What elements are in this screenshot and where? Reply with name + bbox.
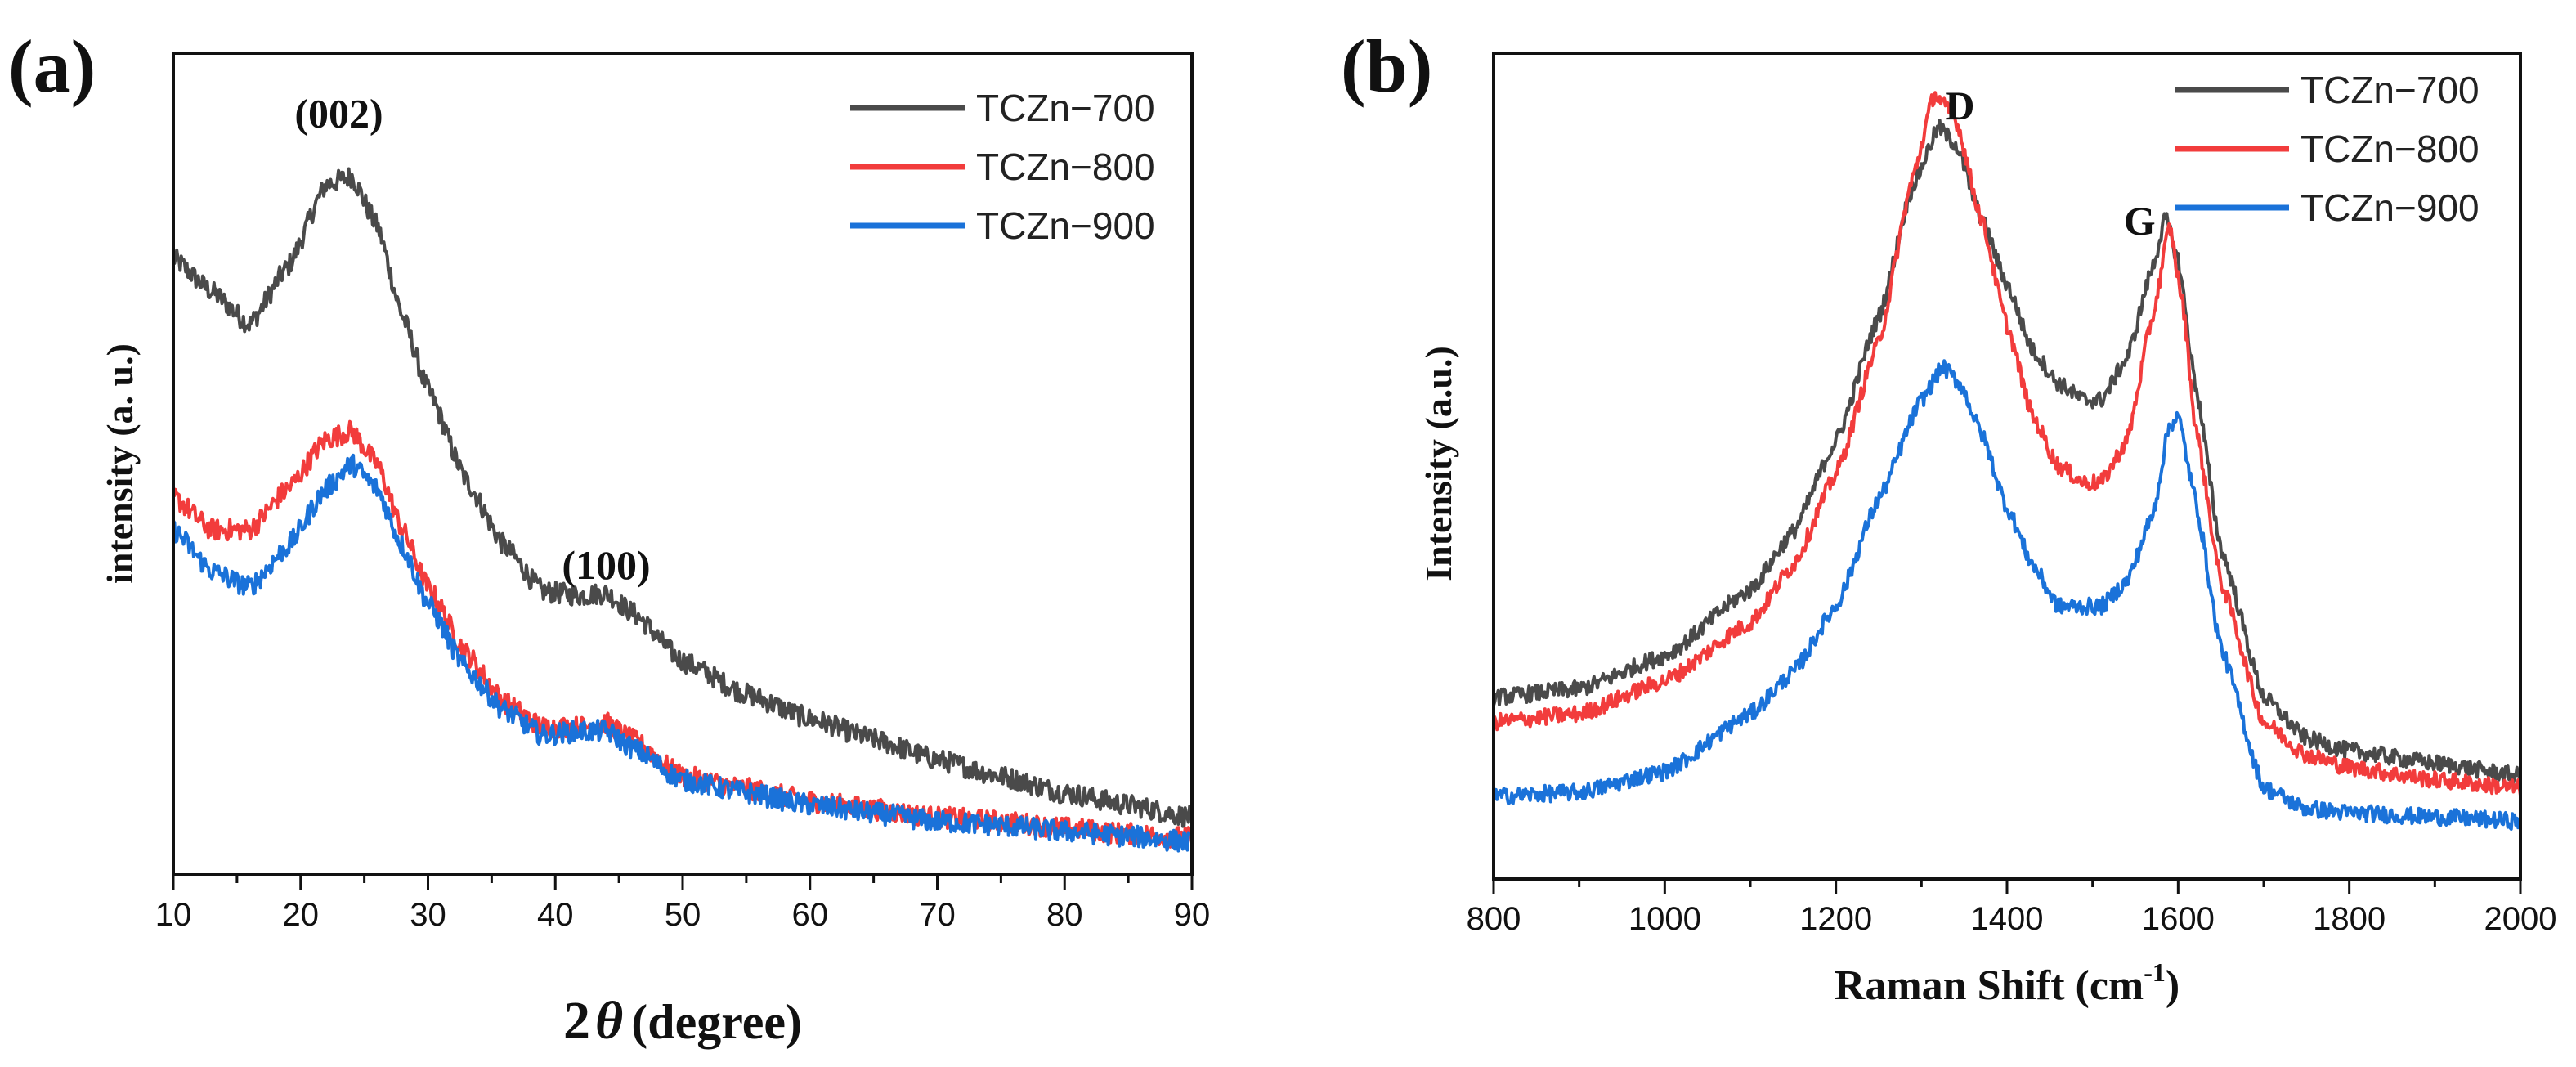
panel-b-x-axis: 800 1000 1200 1400 1600 1800 2000 xyxy=(1467,879,2557,937)
panel-b-x-tick-label: 2000 xyxy=(2484,901,2557,937)
panel-a-xlabel-suffix: (degree) xyxy=(631,995,802,1049)
panel-a-x-tick-label: 10 xyxy=(155,897,192,933)
panel-a-x-tick-label: 20 xyxy=(283,897,320,933)
panel-a-x-tick-label: 40 xyxy=(537,897,574,933)
panel-a-x-axis-title: 2θ (degree) xyxy=(563,991,802,1051)
panel-a-series xyxy=(172,167,1194,853)
panel-b-peak-annotation-1: G xyxy=(2124,198,2156,244)
panel-a-xrd-chart: (a) 10 20 30 40 50 60 70 80 90 2θ (degree) intens… xyxy=(8,25,1210,1051)
panel-a-x-tick-label: 30 xyxy=(410,897,446,933)
panel-b-x-tick-label: 1200 xyxy=(1799,901,1872,937)
panel-a-series-line-2 xyxy=(172,453,1194,853)
panel-b-x-tick-label: 1800 xyxy=(2313,901,2386,937)
panel-b-raman-chart: (b) 800 1000 1200 1400 1600 1800 2000 Raman Sh… xyxy=(1341,25,2556,1009)
panel-b-y-axis-title: Intensity (a.u.) xyxy=(1418,346,1459,581)
panel-b-legend-label-1: TCZn−800 xyxy=(2300,128,2480,170)
panel-a-x-tick-label: 60 xyxy=(792,897,829,933)
panel-a-x-tick-label: 70 xyxy=(919,897,956,933)
panel-b-xlabel-sup: -1 xyxy=(2144,957,2166,987)
panel-b-x-tick-label: 1400 xyxy=(1971,901,2044,937)
panel-a-label: (a) xyxy=(8,25,96,108)
panel-a-legend: TCZn−700 TCZn−800 TCZn−900 xyxy=(850,87,1155,247)
panel-a-y-axis-title: intensity (a. u.) xyxy=(99,343,141,584)
panel-b-x-tick-label: 1600 xyxy=(2142,901,2215,937)
panel-a-x-axis: 10 20 30 40 50 60 70 80 90 xyxy=(155,875,1211,933)
panel-b-series-line-1 xyxy=(1492,91,2522,796)
panel-b-series-line-0 xyxy=(1492,119,2522,784)
panel-b-label: (b) xyxy=(1341,25,1432,108)
panel-a-x-tick-label: 80 xyxy=(1046,897,1083,933)
panel-b-legend-label-0: TCZn−700 xyxy=(2300,69,2480,111)
panel-b-x-axis-title: Raman Shift (cm-1) xyxy=(1835,957,2180,1009)
panel-a-peak-annotation-1: (100) xyxy=(562,542,650,588)
panel-b-legend: TCZn−700 TCZn−800 TCZn−900 xyxy=(2175,69,2480,229)
panel-a-xlabel-prefix: 2 xyxy=(563,991,590,1051)
panel-b-annotations: DG xyxy=(1945,83,2155,244)
panel-b-xlabel-prefix: Raman Shift (cm xyxy=(1835,962,2144,1009)
panel-a-peak-annotation-0: (002) xyxy=(294,90,383,136)
panel-a-x-tick-label: 90 xyxy=(1174,897,1211,933)
panel-b-x-tick-label: 800 xyxy=(1467,901,1521,937)
panel-b-legend-label-2: TCZn−900 xyxy=(2300,186,2480,229)
panel-b-x-tick-label: 1000 xyxy=(1628,901,1701,937)
panel-a-series-line-0 xyxy=(172,167,1194,828)
panel-a-xlabel-theta: θ xyxy=(595,991,623,1051)
panel-a-legend-label-1: TCZn−800 xyxy=(976,146,1155,188)
panel-b-peak-annotation-0: D xyxy=(1945,83,1974,128)
panel-a-legend-label-2: TCZn−900 xyxy=(976,204,1155,247)
panel-a-annotations: (002) (100) xyxy=(294,90,650,588)
panel-b-xlabel-suffix: ) xyxy=(2166,962,2180,1009)
panel-b-series xyxy=(1492,91,2522,831)
panel-b-series-line-2 xyxy=(1493,359,2522,831)
panel-a-legend-label-0: TCZn−700 xyxy=(976,87,1155,129)
panel-a-x-tick-label: 50 xyxy=(665,897,701,933)
